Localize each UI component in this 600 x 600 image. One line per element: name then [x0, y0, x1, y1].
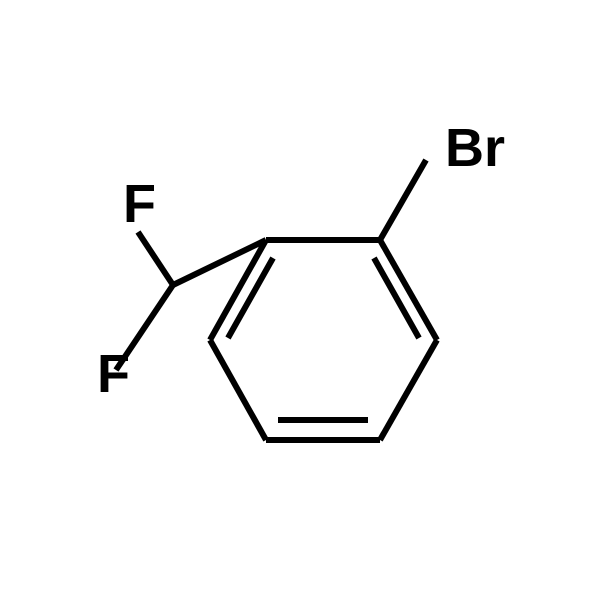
- molecule-diagram: Br F F: [0, 0, 600, 600]
- fluorine-label-1: F: [123, 174, 156, 234]
- bonds-group: [116, 160, 437, 440]
- bromine-label: Br: [445, 118, 505, 178]
- fluorine-label-2: F: [97, 344, 130, 404]
